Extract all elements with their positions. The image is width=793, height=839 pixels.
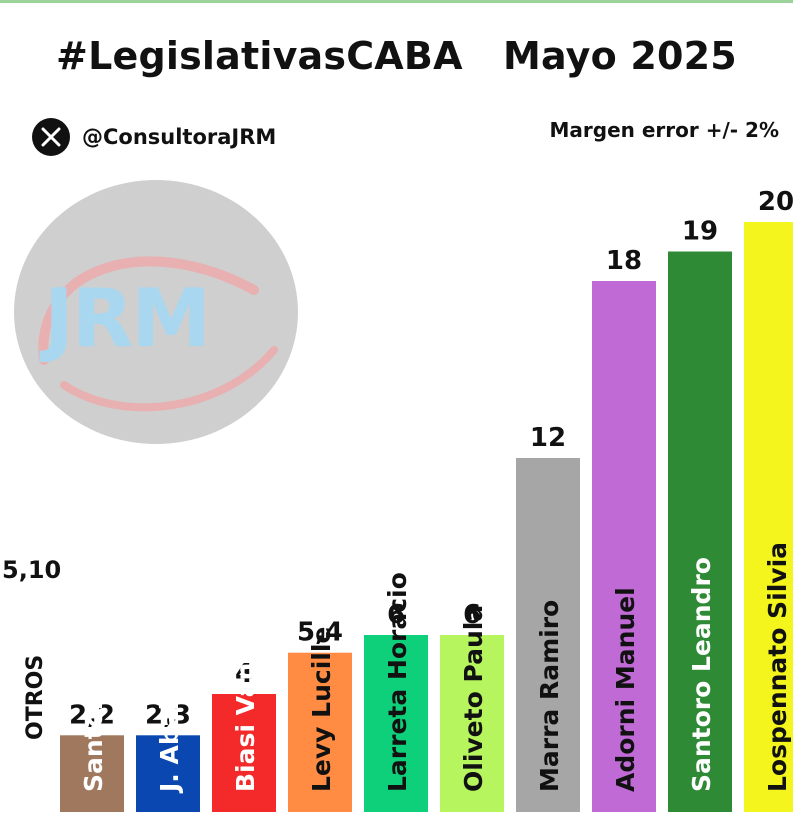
- bar-9: [668, 251, 732, 812]
- value-label-9: 19: [682, 217, 718, 247]
- other-value-label: 5,10: [2, 556, 61, 584]
- handle-text: @ConsultoraJRM: [82, 125, 277, 149]
- category-label-5: Larreta Horacio: [383, 572, 412, 792]
- social-handle-row: @ConsultoraJRM: [32, 118, 276, 156]
- value-label-8: 18: [606, 246, 642, 276]
- value-label-3: 4: [235, 659, 253, 689]
- bar-2: [136, 735, 200, 812]
- bar-5: [364, 635, 428, 812]
- watermark-swoosh-icon: [38, 256, 278, 412]
- watermark-logo-circle: [14, 180, 298, 444]
- category-label-7: Marra Ramiro: [535, 600, 564, 792]
- value-label-7: 12: [530, 423, 566, 453]
- category-label-4: Levy Lucille: [307, 627, 336, 792]
- category-label-6: Oliveto Paula: [459, 605, 488, 792]
- value-label-10: 20: [758, 187, 793, 217]
- category-label-10: Lospennato Silvia: [763, 542, 792, 792]
- category-label-1: Santoro Yamil: [79, 596, 108, 792]
- category-label-2: J. Abal Medina: [155, 590, 184, 794]
- category-label-3: Biasi Vanina: [231, 619, 260, 792]
- category-label-8: Adorni Manuel: [611, 587, 640, 792]
- bottom-strip: [0, 812, 793, 839]
- chart-title: #LegislativasCABA Mayo 2025: [56, 34, 737, 78]
- value-label-6: 6: [463, 600, 481, 630]
- value-label-2: 2,3: [145, 700, 191, 730]
- bar-4: [288, 652, 352, 812]
- value-label-1: 2,2: [69, 700, 115, 730]
- bar-3: [212, 694, 276, 812]
- bar-8: [592, 281, 656, 812]
- value-label-5: 6: [387, 600, 405, 630]
- bar-10: [744, 222, 793, 812]
- category-label-9: Santoro Leandro: [687, 557, 716, 792]
- value-label-4: 5,4: [297, 618, 343, 648]
- margin-of-error: Margen error +/- 2%: [549, 118, 779, 142]
- other-label: OTROS: [23, 655, 48, 740]
- bar-6: [440, 635, 504, 812]
- x-logo-icon: [32, 118, 70, 156]
- watermark-logo-text: JRM: [44, 272, 211, 365]
- bar-7: [516, 458, 580, 812]
- bar-1: [60, 735, 124, 812]
- top-border: [0, 0, 793, 3]
